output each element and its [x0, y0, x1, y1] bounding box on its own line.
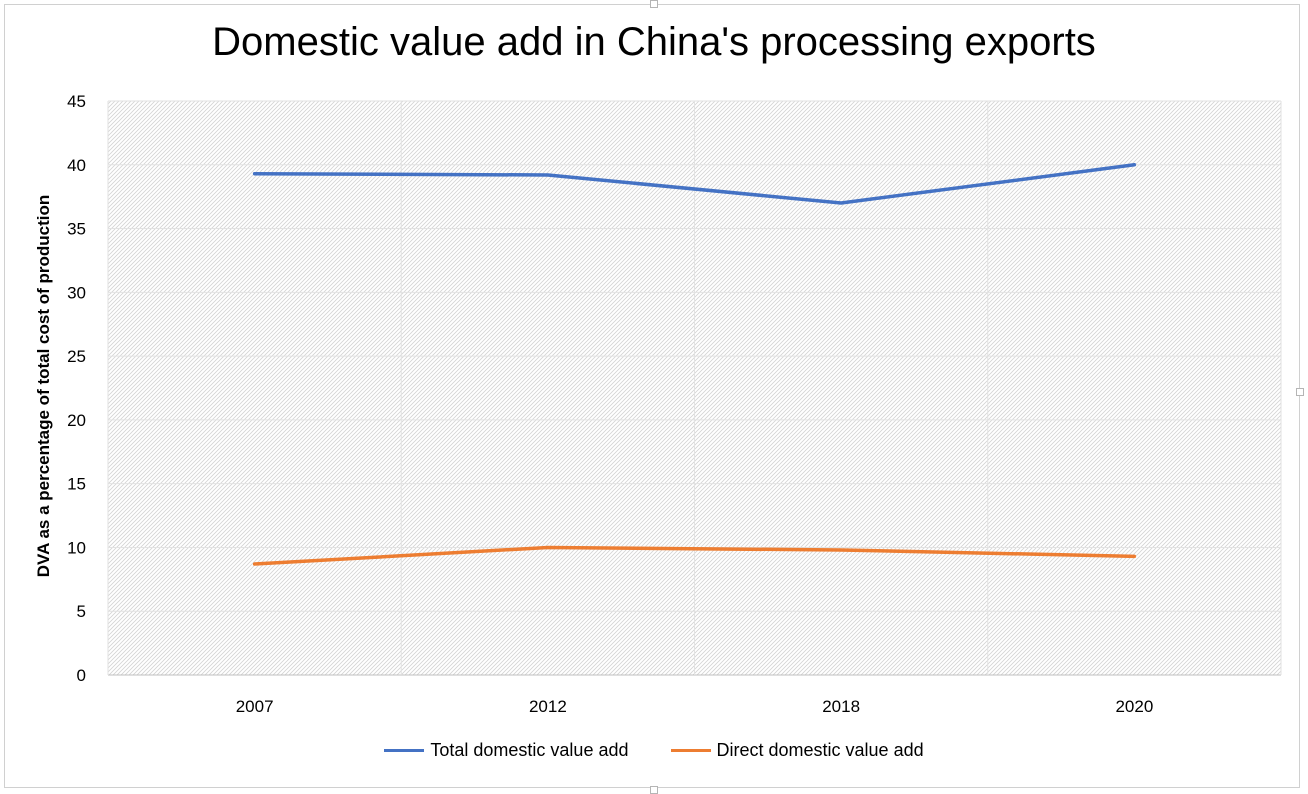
series-line-total: [252, 163, 1137, 205]
resize-handle-top[interactable]: [650, 0, 658, 8]
series-line-direct: [252, 545, 1137, 566]
y-tick-label: 10: [67, 538, 86, 557]
y-tick-label: 0: [77, 666, 86, 685]
y-tick-label: 20: [67, 411, 86, 430]
y-tick-label: 15: [67, 475, 86, 494]
data-point: [253, 172, 257, 176]
data-point: [839, 548, 843, 552]
data-point: [1132, 554, 1136, 558]
y-tick-label: 45: [67, 92, 86, 111]
chart-title: Domestic value add in China's processing…: [212, 20, 1096, 64]
data-point: [253, 562, 257, 566]
legend-swatch-direct: [670, 749, 711, 752]
y-tick-label: 40: [67, 156, 86, 175]
y-tick-label: 25: [67, 347, 86, 366]
y-tick-label: 35: [67, 220, 86, 239]
y-tick-label: 5: [77, 602, 86, 621]
legend-item-direct: Direct domestic value add: [670, 740, 924, 761]
resize-handle-right[interactable]: [1296, 388, 1304, 396]
legend-label-total: Total domestic value add: [430, 740, 629, 760]
data-point: [546, 545, 550, 549]
data-point: [839, 201, 843, 205]
data-point: [1132, 163, 1136, 167]
x-tick-label: 2007: [236, 697, 274, 716]
legend-swatch-total: [384, 749, 425, 752]
x-tick-label: 2020: [1115, 697, 1153, 716]
legend-label-direct: Direct domestic value add: [716, 740, 924, 760]
x-tick-label: 2012: [529, 697, 567, 716]
y-tick-label: 30: [67, 283, 86, 302]
legend-item-total: Total domestic value add: [384, 740, 629, 761]
data-point: [546, 173, 550, 177]
legend: Total domestic value add Direct domestic…: [0, 740, 1308, 761]
x-tick-label: 2018: [822, 697, 860, 716]
